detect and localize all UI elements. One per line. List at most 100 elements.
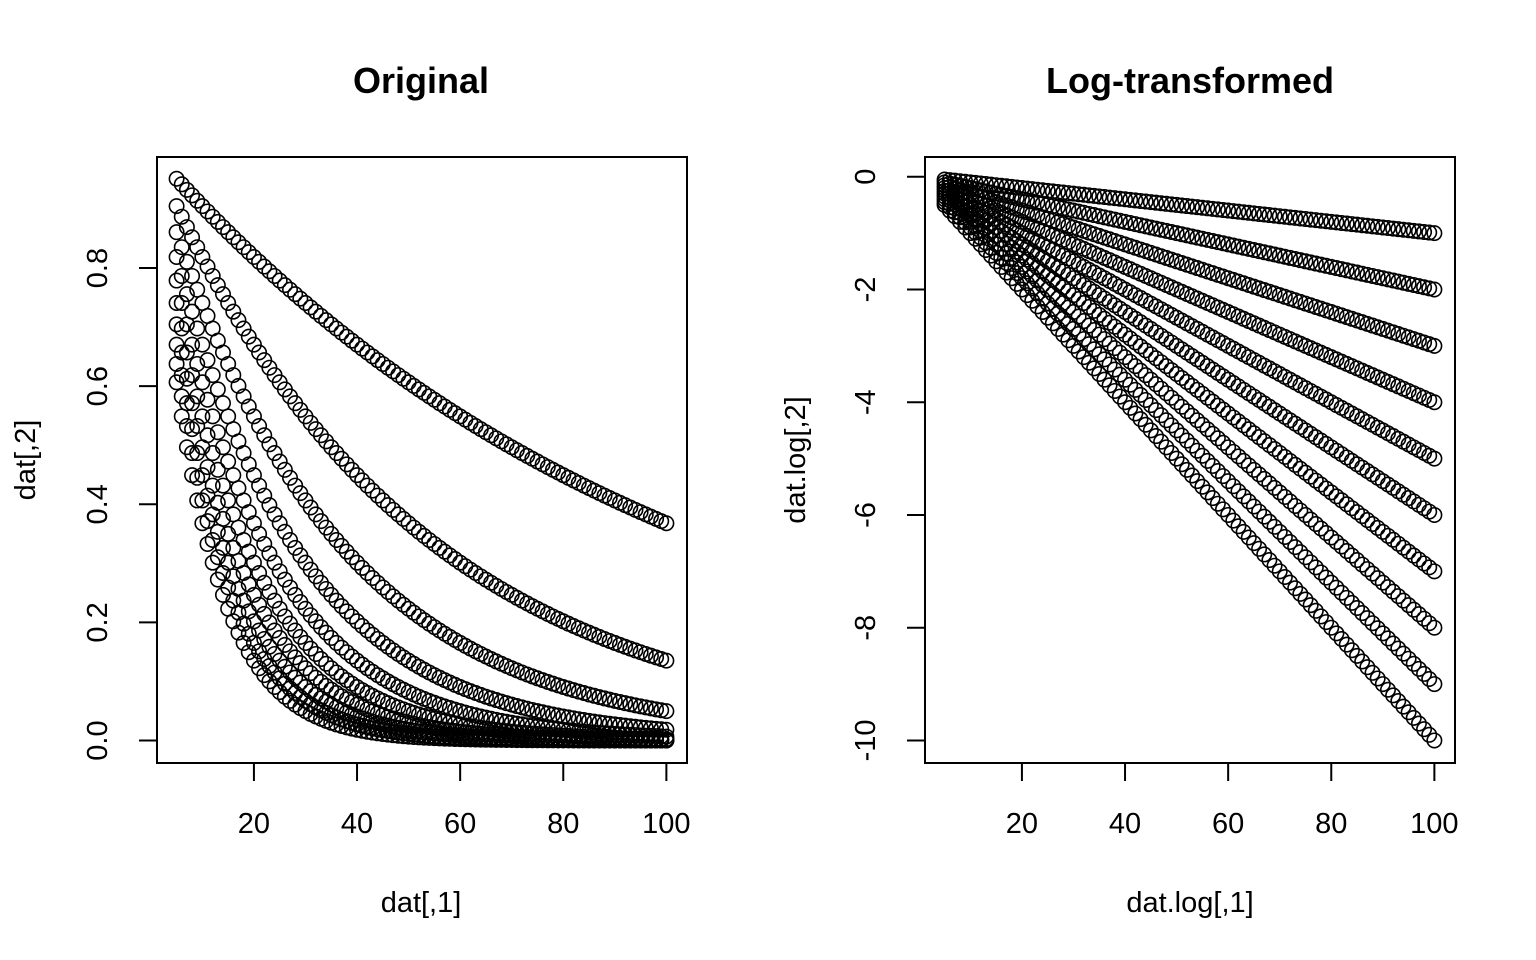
x-tick-label: 100 [1410, 808, 1458, 840]
data-point [1101, 314, 1118, 331]
data-point [245, 336, 262, 353]
data-point [1132, 192, 1149, 209]
data-point [276, 523, 293, 540]
data-point [184, 229, 201, 246]
data-point [328, 664, 345, 681]
data-point [1086, 322, 1103, 339]
data-point [462, 561, 479, 578]
data-point [1096, 351, 1113, 368]
data-point [1158, 412, 1175, 429]
data-point [1416, 555, 1433, 572]
data-point [544, 732, 561, 749]
data-point [1302, 511, 1319, 528]
data-point [1343, 452, 1360, 469]
data-point [1426, 281, 1443, 298]
data-point [472, 731, 489, 748]
data-point [988, 253, 1005, 270]
data-point [1029, 298, 1046, 315]
x-tick-label: 20 [238, 808, 270, 840]
series-k-7 [936, 188, 1443, 580]
data-point [1096, 290, 1113, 307]
data-point [1369, 519, 1386, 536]
data-point [1178, 461, 1195, 478]
data-point [354, 472, 371, 489]
data-point [199, 203, 216, 220]
data-point [1416, 500, 1433, 517]
points-layer [168, 170, 675, 749]
data-point [1349, 647, 1366, 664]
data-point [503, 732, 520, 749]
data-point [1075, 349, 1092, 366]
data-point [1318, 435, 1335, 452]
data-point [1405, 222, 1422, 239]
data-point [1034, 276, 1051, 293]
data-point [1364, 218, 1381, 235]
data-point [1400, 650, 1417, 667]
data-point [952, 200, 969, 217]
data-point [235, 565, 252, 582]
data-point [1209, 201, 1226, 218]
data-point [307, 421, 324, 438]
data-point [385, 642, 402, 659]
data-point [189, 281, 206, 298]
data-point [1215, 434, 1232, 451]
data-point [1235, 417, 1252, 434]
data-point [416, 384, 433, 401]
data-point [178, 370, 195, 387]
data-point [276, 461, 293, 478]
data-point [1168, 422, 1185, 439]
data-point [364, 482, 381, 499]
data-point [343, 461, 360, 478]
data-point [318, 580, 335, 597]
data-point [1055, 184, 1072, 201]
data-point [168, 355, 185, 372]
data-point [1215, 401, 1232, 418]
data-point [349, 336, 366, 353]
data-point [230, 234, 247, 251]
data-point [1359, 462, 1376, 479]
data-point [632, 732, 649, 749]
data-point [1158, 195, 1175, 212]
data-point [1292, 544, 1309, 561]
data-point [1312, 520, 1329, 537]
data-point [1421, 224, 1438, 241]
data-point [1390, 692, 1407, 709]
data-point [178, 219, 195, 236]
data-point [328, 592, 345, 609]
data-point [1199, 484, 1216, 501]
data-point [1318, 524, 1335, 541]
data-point [941, 202, 958, 219]
data-point [1240, 385, 1257, 402]
data-point [292, 290, 309, 307]
data-point [1117, 326, 1134, 343]
data-point [395, 510, 412, 527]
data-point [658, 703, 675, 720]
data-point [596, 732, 613, 749]
data-point [1390, 221, 1407, 238]
data-point [1343, 642, 1360, 659]
data-point [431, 622, 448, 639]
data-point [297, 660, 314, 677]
data-point [307, 669, 324, 686]
data-point [245, 408, 262, 425]
data-point [498, 731, 515, 748]
data-point [1307, 602, 1324, 619]
data-point [1075, 186, 1092, 203]
data-point [1271, 523, 1288, 540]
series-k-6 [936, 185, 1443, 523]
data-point [653, 732, 670, 749]
data-point [1395, 221, 1412, 238]
data-point [1312, 564, 1329, 581]
data-point [1008, 265, 1025, 282]
data-point [1256, 470, 1273, 487]
data-point [648, 701, 665, 718]
data-point [1276, 528, 1293, 545]
data-point [1199, 389, 1216, 406]
data-point [1194, 416, 1211, 433]
data-point [261, 673, 278, 690]
data-point [1122, 353, 1139, 370]
data-point [369, 630, 386, 647]
data-point [1168, 337, 1185, 354]
data-point [1318, 569, 1335, 586]
data-point [1287, 580, 1304, 597]
